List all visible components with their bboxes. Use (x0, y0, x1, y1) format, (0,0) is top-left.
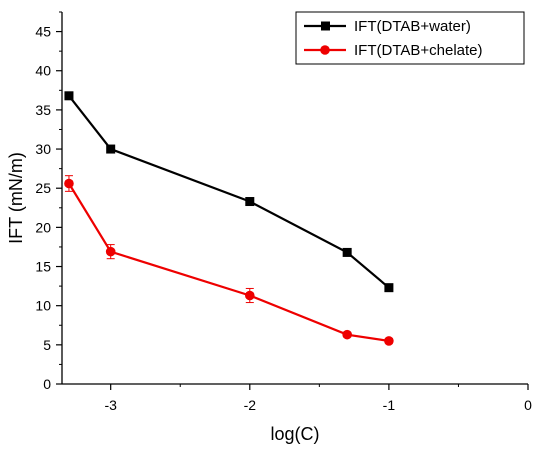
y-tick-label: 0 (43, 376, 51, 392)
data-point (64, 91, 74, 101)
data-point (342, 247, 352, 257)
series-0 (64, 91, 394, 293)
data-point (384, 283, 394, 293)
y-tick-label: 45 (35, 24, 51, 40)
series-line (68, 95, 390, 289)
plot-area: 0 5 10 15 20 25 30 35 40 45 -3 -2 -1 0 (35, 11, 532, 413)
y-axis-title: IFT (mN/m) (6, 152, 26, 244)
series-line (68, 182, 390, 343)
legend-item-chelate: IFT(DTAB+chelate) (304, 42, 483, 59)
legend-box (295, 11, 525, 65)
y-tick-label: 35 (35, 102, 51, 118)
x-axis-title: log(C) (270, 424, 319, 444)
legend-label-chelate: IFT(DTAB+chelate) (354, 42, 483, 59)
x-tick-label: -2 (244, 397, 257, 413)
x-tick-label: -1 (383, 397, 396, 413)
y-tick-label: 25 (35, 180, 51, 196)
legend-marker-chelate (320, 45, 330, 55)
x-tick-label: -3 (104, 397, 117, 413)
y-tick-label: 5 (43, 337, 51, 353)
legend-label-water: IFT(DTAB+water) (354, 18, 471, 35)
legend: IFT(DTAB+water) IFT(DTAB+chelate) (295, 11, 525, 65)
data-point (342, 329, 352, 340)
legend-marker-water (321, 21, 330, 31)
data-point (64, 178, 74, 189)
x-axis-ticks: -3 -2 -1 0 (104, 384, 532, 413)
data-point (105, 246, 116, 257)
series-layer (64, 91, 394, 346)
y-axis-ticks: 0 5 10 15 20 25 30 35 40 45 (35, 11, 62, 392)
y-tick-label: 15 (35, 259, 51, 275)
x-tick-label: 0 (524, 397, 532, 413)
data-point (106, 144, 116, 154)
data-point (384, 336, 394, 346)
data-point (244, 290, 255, 301)
series-1 (64, 175, 394, 346)
y-tick-label: 30 (35, 141, 51, 157)
y-tick-label: 40 (35, 63, 51, 79)
y-tick-label: 20 (35, 219, 51, 235)
legend-item-water: IFT(DTAB+water) (304, 18, 471, 35)
data-point (245, 197, 255, 207)
y-tick-label: 10 (35, 298, 51, 314)
